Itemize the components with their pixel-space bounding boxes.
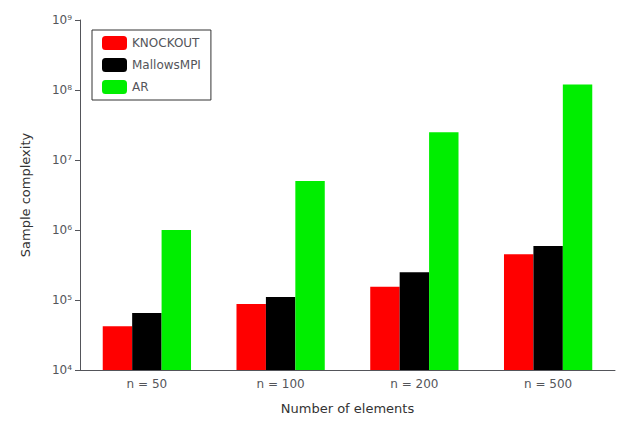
svg-text:10⁴: 10⁴	[52, 363, 72, 377]
svg-text:n = 50: n = 50	[127, 377, 168, 391]
svg-text:MallowsMPI: MallowsMPI	[132, 58, 201, 72]
svg-text:AR: AR	[132, 80, 149, 94]
svg-text:10⁶: 10⁶	[52, 223, 72, 237]
svg-text:Number of elements: Number of elements	[281, 401, 415, 416]
svg-text:10⁷: 10⁷	[52, 153, 72, 167]
svg-text:10⁸: 10⁸	[52, 83, 72, 97]
svg-text:10⁹: 10⁹	[52, 13, 72, 27]
svg-text:n = 500: n = 500	[524, 377, 572, 391]
svg-text:KNOCKOUT: KNOCKOUT	[132, 36, 200, 50]
svg-text:n = 100: n = 100	[257, 377, 305, 391]
svg-text:10⁵: 10⁵	[52, 293, 72, 307]
svg-text:Sample complexity: Sample complexity	[18, 133, 33, 258]
svg-text:n = 200: n = 200	[390, 377, 438, 391]
